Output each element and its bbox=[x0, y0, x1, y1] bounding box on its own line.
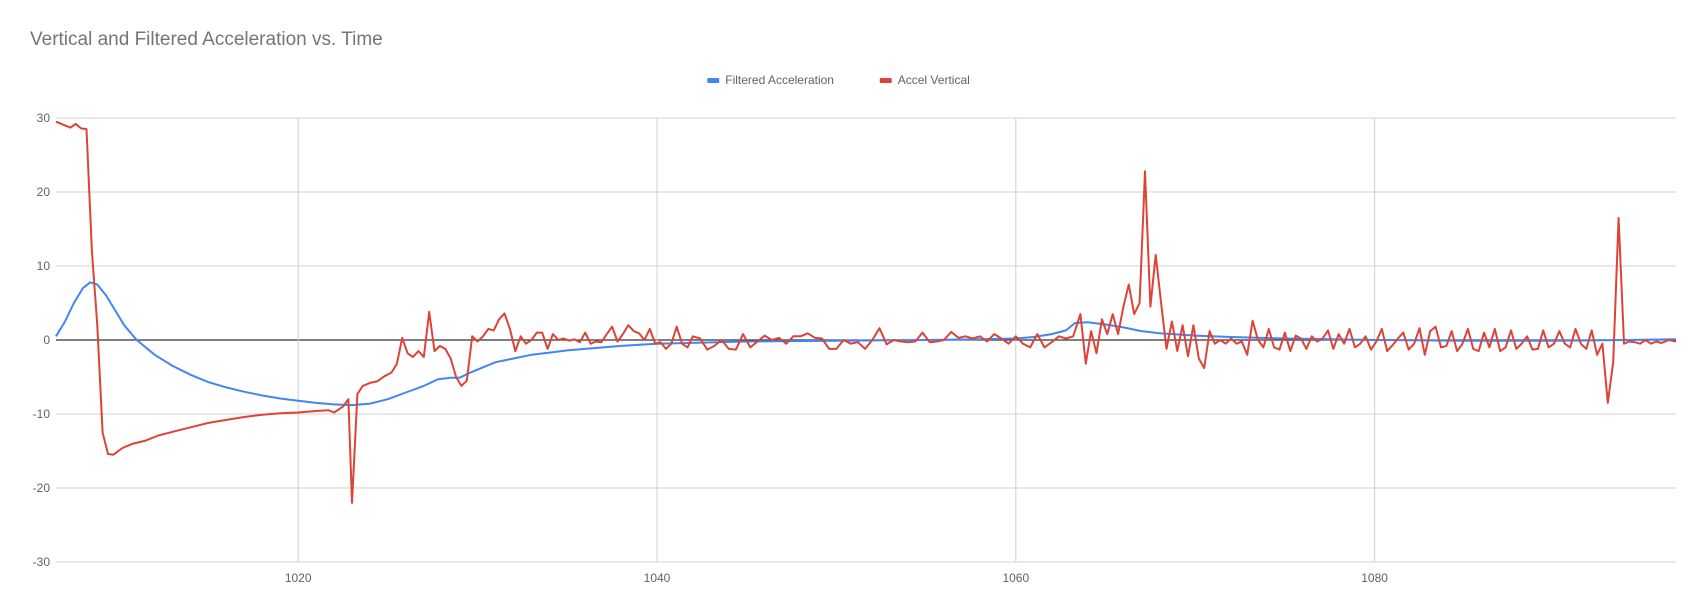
x-tick-label: 1040 bbox=[644, 571, 671, 585]
x-tick-label: 1060 bbox=[1002, 571, 1029, 585]
legend-label: Filtered Acceleration bbox=[725, 73, 834, 87]
y-tick-label: 10 bbox=[37, 259, 51, 273]
x-tick-label: 1020 bbox=[285, 571, 312, 585]
chart-title: Vertical and Filtered Acceleration vs. T… bbox=[30, 29, 383, 50]
y-tick-label: 0 bbox=[43, 333, 50, 347]
legend-item-accel-vertical[interactable]: Accel Vertical bbox=[879, 73, 970, 87]
x-tick-label: 1080 bbox=[1361, 571, 1388, 585]
axis-tick-labels: 30 20 10 0 -10 -20 -30 1020 1040 1060 1080 bbox=[33, 111, 1389, 585]
series-line-filtered-acceleration bbox=[55, 281, 1677, 407]
y-tick-label: 30 bbox=[37, 111, 51, 125]
series-lines bbox=[55, 120, 1677, 504]
y-tick-label: -30 bbox=[33, 555, 51, 569]
series-line-accel-vertical bbox=[55, 120, 1677, 504]
legend[interactable]: Filtered Acceleration Accel Vertical bbox=[707, 73, 970, 87]
y-tick-label: -20 bbox=[33, 481, 51, 495]
legend-item-filtered-acceleration[interactable]: Filtered Acceleration bbox=[707, 73, 834, 87]
legend-label: Accel Vertical bbox=[898, 73, 970, 87]
legend-swatch bbox=[879, 78, 892, 83]
y-tick-label: -10 bbox=[33, 407, 51, 421]
y-tick-label: 20 bbox=[37, 185, 51, 199]
legend-swatch bbox=[707, 78, 720, 83]
